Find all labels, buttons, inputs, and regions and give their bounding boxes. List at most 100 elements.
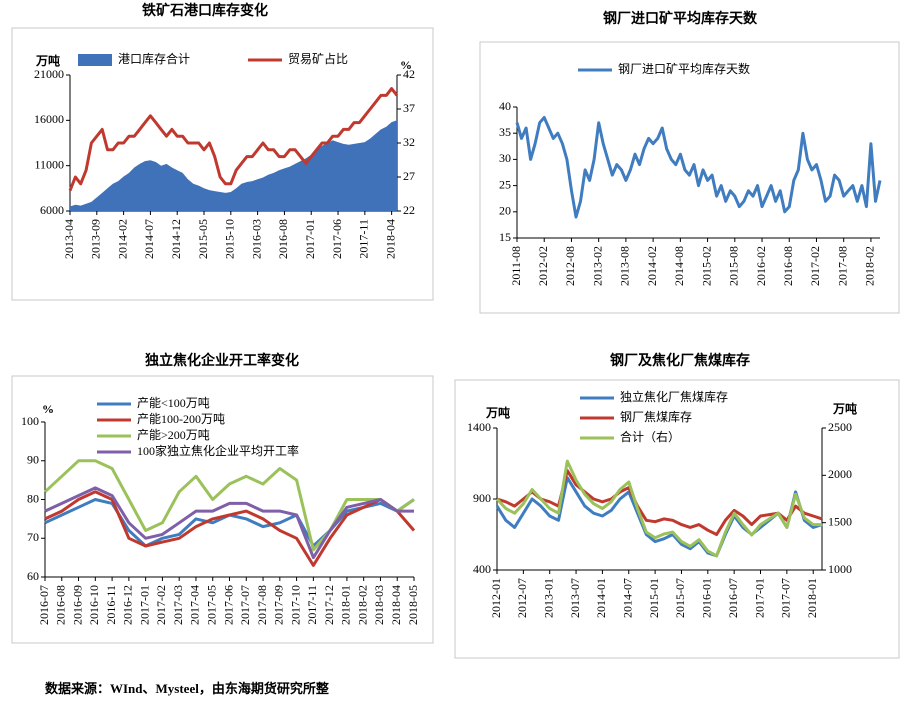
- x-tick-label: 2017-06: [330, 219, 344, 259]
- y-tick-label: 15: [499, 230, 511, 244]
- chart-frame: [479, 41, 900, 314]
- x-tick-label: 2014-07: [621, 578, 635, 618]
- y2-tick-label: 2000: [828, 467, 852, 481]
- x-tick-label: 2012-02: [536, 246, 550, 286]
- x-tick-label: 2015-05: [196, 219, 210, 259]
- x-tick-label: 2013-08: [618, 246, 632, 286]
- legend-label: 产能>200万吨: [137, 428, 210, 442]
- x-tick-label: 2018-02: [863, 246, 877, 286]
- y2-tick-label: 27: [403, 169, 415, 183]
- x-tick-label: 2017-11: [357, 219, 371, 259]
- x-tick-label: 2014-08: [672, 246, 686, 286]
- x-tick-label: 2017-11: [305, 585, 319, 625]
- x-tick-label: 2016-03: [249, 219, 263, 259]
- x-tick-label: 2012-07: [515, 578, 529, 618]
- x-tick-label: 2017-09: [272, 585, 286, 625]
- x-tick-label: 2017-04: [188, 585, 202, 625]
- area-series: [70, 120, 397, 211]
- x-tick-label: 2018-03: [372, 585, 386, 625]
- x-tick-label: 2017-02: [808, 246, 822, 286]
- y2-tick-label: 22: [403, 203, 415, 217]
- x-tick-label: 2013-04: [62, 219, 76, 259]
- legend-label: 钢厂进口矿平均库存天数: [618, 61, 750, 76]
- y-tick-label: 90: [27, 453, 39, 467]
- chart-title: 钢厂及焦化厂焦煤库存: [610, 352, 750, 369]
- x-tick-label: 2016-10: [87, 585, 101, 625]
- y-tick-label: 100: [21, 414, 39, 428]
- chart-frame: [454, 379, 900, 659]
- x-tick-label: 2015-07: [673, 578, 687, 618]
- y2-tick-label: 1000: [828, 562, 852, 576]
- x-tick-label: 2017-07: [238, 585, 252, 625]
- y-tick-label: 400: [473, 562, 491, 576]
- x-tick-label: 2017-02: [154, 585, 168, 625]
- x-tick-label: 2017-01: [137, 585, 151, 625]
- y2-unit: 万吨: [832, 401, 857, 416]
- y-tick-label: 70: [27, 530, 39, 544]
- x-tick-label: 2017-07: [779, 578, 793, 618]
- x-tick-label: 2016-08: [54, 585, 68, 625]
- y2-tick-label: 42: [403, 67, 415, 81]
- y2-tick-label: 1500: [828, 514, 852, 528]
- legend-label: 贸易矿占比: [288, 51, 348, 66]
- x-tick-label: 2016-11: [104, 585, 118, 625]
- x-tick-label: 2014-01: [594, 578, 608, 618]
- y-tick-label: 20: [499, 204, 511, 218]
- x-tick-label: 2017-10: [288, 585, 302, 625]
- y2-tick-label: 2500: [828, 420, 852, 434]
- line-series: [44, 486, 414, 560]
- x-tick-label: 2016-08: [276, 219, 290, 259]
- y-tick-label: 21000: [34, 67, 64, 81]
- legend-label: 独立焦化厂焦煤库存: [620, 389, 728, 404]
- x-tick-label: 2011-08: [509, 246, 523, 286]
- x-tick-label: 2013-07: [568, 578, 582, 618]
- x-tick-label: 2016-01: [700, 578, 714, 618]
- x-tick-label: 2017-06: [221, 585, 235, 625]
- y-unit: 万吨: [35, 53, 60, 68]
- x-tick-label: 2017-01: [752, 578, 766, 618]
- y-tick-label: 11000: [34, 157, 64, 171]
- x-tick-label: 2018-05: [406, 585, 420, 625]
- y2-unit: %: [400, 58, 412, 72]
- x-tick-label: 2014-07: [142, 219, 156, 259]
- x-tick-label: 2015-01: [647, 578, 661, 618]
- y-tick-label: 900: [473, 491, 491, 505]
- legend-label: 钢厂焦煤库存: [620, 409, 692, 424]
- y-tick-label: 6000: [40, 203, 64, 217]
- x-tick-label: 2016-02: [754, 246, 768, 286]
- y-tick-label: 35: [499, 125, 511, 139]
- x-tick-label: 2015-02: [699, 246, 713, 286]
- x-tick-label: 2018-02: [355, 585, 369, 625]
- x-tick-label: 2017-01: [303, 219, 317, 259]
- x-tick-label: 2015-08: [727, 246, 741, 286]
- line-series: [44, 490, 416, 567]
- y-tick-label: 80: [27, 491, 39, 505]
- line-series: [515, 116, 882, 219]
- x-tick-label: 2014-12: [169, 219, 183, 259]
- y-tick-label: 1400: [467, 420, 491, 434]
- line-series: [68, 87, 399, 192]
- y-tick-label: 60: [27, 569, 39, 583]
- legend-label: 合计（右）: [620, 429, 680, 444]
- y-tick-label: 25: [499, 177, 511, 191]
- source-note: 数据来源：WInd、Mysteel，由东海期货研究所整: [45, 681, 330, 696]
- x-tick-label: 2013-09: [89, 219, 103, 259]
- x-tick-label: 2017-05: [204, 585, 218, 625]
- y-tick-label: 16000: [34, 112, 64, 126]
- line-series: [43, 459, 415, 552]
- x-tick-label: 2013-02: [590, 246, 604, 286]
- legend-label: 100家独立焦化企业平均开工率: [137, 443, 299, 458]
- x-tick-label: 2014-02: [645, 246, 659, 286]
- legend-swatch: [78, 54, 112, 66]
- y2-tick-label: 32: [403, 135, 415, 149]
- y-tick-label: 40: [499, 99, 511, 113]
- line-series: [495, 459, 822, 558]
- y-unit: 万吨: [485, 405, 510, 420]
- x-tick-label: 2018-04: [389, 585, 403, 625]
- chart-title: 钢厂进口矿平均库存天数: [603, 10, 758, 27]
- legend-label: 港口库存合计: [118, 51, 190, 66]
- x-tick-label: 2013-01: [541, 578, 555, 618]
- x-tick-label: 2017-03: [171, 585, 185, 625]
- chart-frame: [11, 375, 434, 644]
